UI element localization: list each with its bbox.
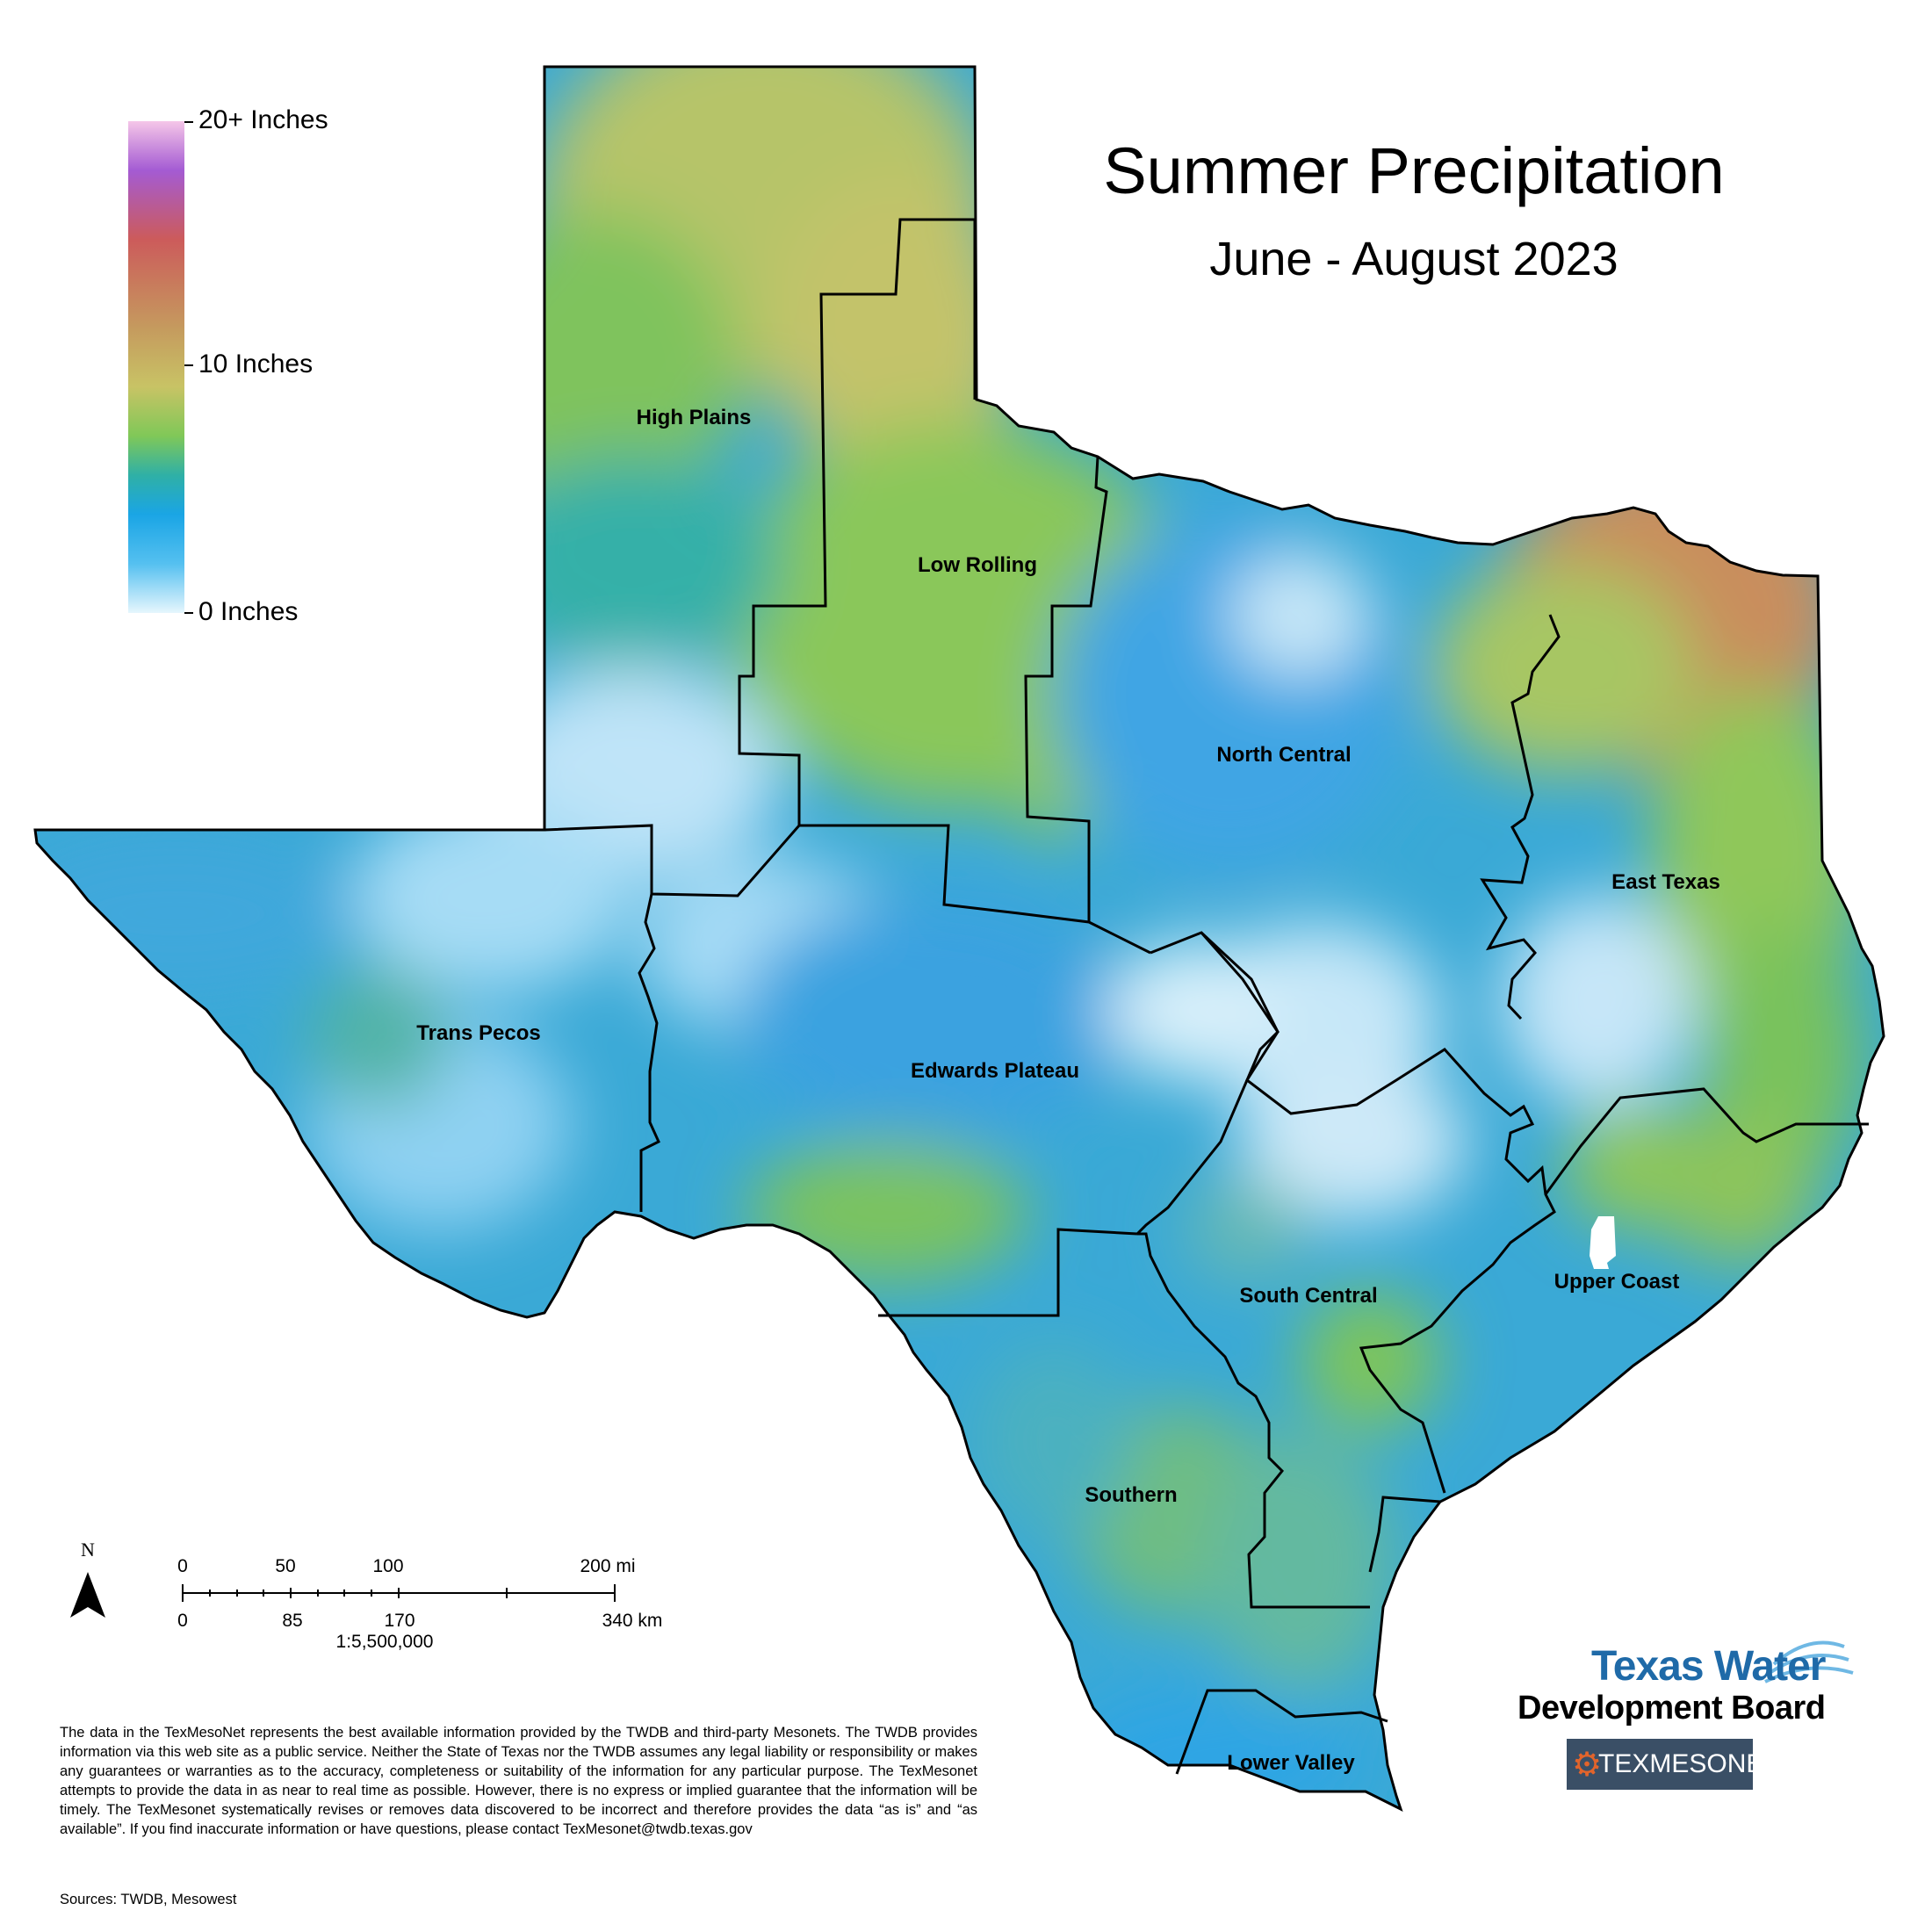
- scale-mi-label: 50: [275, 1556, 296, 1576]
- texmesonet-logo-text: TEXMESONET: [1598, 1749, 1780, 1778]
- scale-mi-label: 100: [372, 1556, 404, 1576]
- map-title: Summer Precipitation: [1103, 134, 1725, 207]
- scale-km-label: 85: [282, 1611, 303, 1631]
- map-subtitle: June - August 2023: [1209, 233, 1618, 285]
- region-label-lower-valley: Lower Valley: [1227, 1751, 1355, 1775]
- scale-mi-label: 0: [177, 1556, 188, 1576]
- region-boundaries: [544, 218, 1869, 1775]
- sources-text: Sources: TWDB, Mesowest: [60, 1892, 237, 1907]
- region-label-edwards-plateau: Edwards Plateau: [910, 1059, 1080, 1083]
- legend-tick: [184, 121, 193, 123]
- scale-km-label: 0: [177, 1611, 188, 1631]
- region-label-trans-pecos: Trans Pecos: [416, 1021, 541, 1045]
- gear-icon: ⚙: [1572, 1747, 1603, 1784]
- region-label-south-central: South Central: [1239, 1284, 1378, 1308]
- legend-tick: [184, 364, 193, 366]
- scale-mi-label: 200 mi: [580, 1556, 636, 1576]
- twdb-logo-line1: Texas Water: [1591, 1643, 1826, 1690]
- legend-label-min: 0 Inches: [198, 597, 299, 626]
- urban-area-marker: [1590, 1216, 1616, 1269]
- scale-km-label: 170: [384, 1611, 415, 1631]
- region-label-high-plains: High Plains: [636, 406, 752, 429]
- region-label-east-texas: East Texas: [1611, 870, 1720, 894]
- north-arrow-icon: [70, 1572, 105, 1618]
- water-waves-icon: [1764, 1640, 1854, 1683]
- region-label-low-rolling: Low Rolling: [918, 553, 1037, 577]
- region-label-upper-coast: Upper Coast: [1554, 1270, 1680, 1294]
- scale-ratio: 1:5,500,000: [335, 1632, 434, 1652]
- north-arrow-label: N: [81, 1539, 95, 1561]
- twdb-logo-line2: Development Board: [1517, 1690, 1826, 1727]
- scale-km-label: 340 km: [602, 1611, 663, 1631]
- legend-color-bar: [128, 121, 184, 613]
- region-label-north-central: North Central: [1216, 743, 1352, 767]
- legend-label-mid: 10 Inches: [198, 350, 314, 378]
- disclaimer-text: The data in the TexMesoNet represents th…: [60, 1725, 977, 1837]
- scale-bar: [182, 1584, 616, 1602]
- region-label-southern: Southern: [1085, 1483, 1178, 1507]
- texmesonet-logo: [1567, 1739, 1753, 1790]
- legend-tick: [184, 612, 193, 614]
- legend-label-max: 20+ Inches: [198, 105, 328, 134]
